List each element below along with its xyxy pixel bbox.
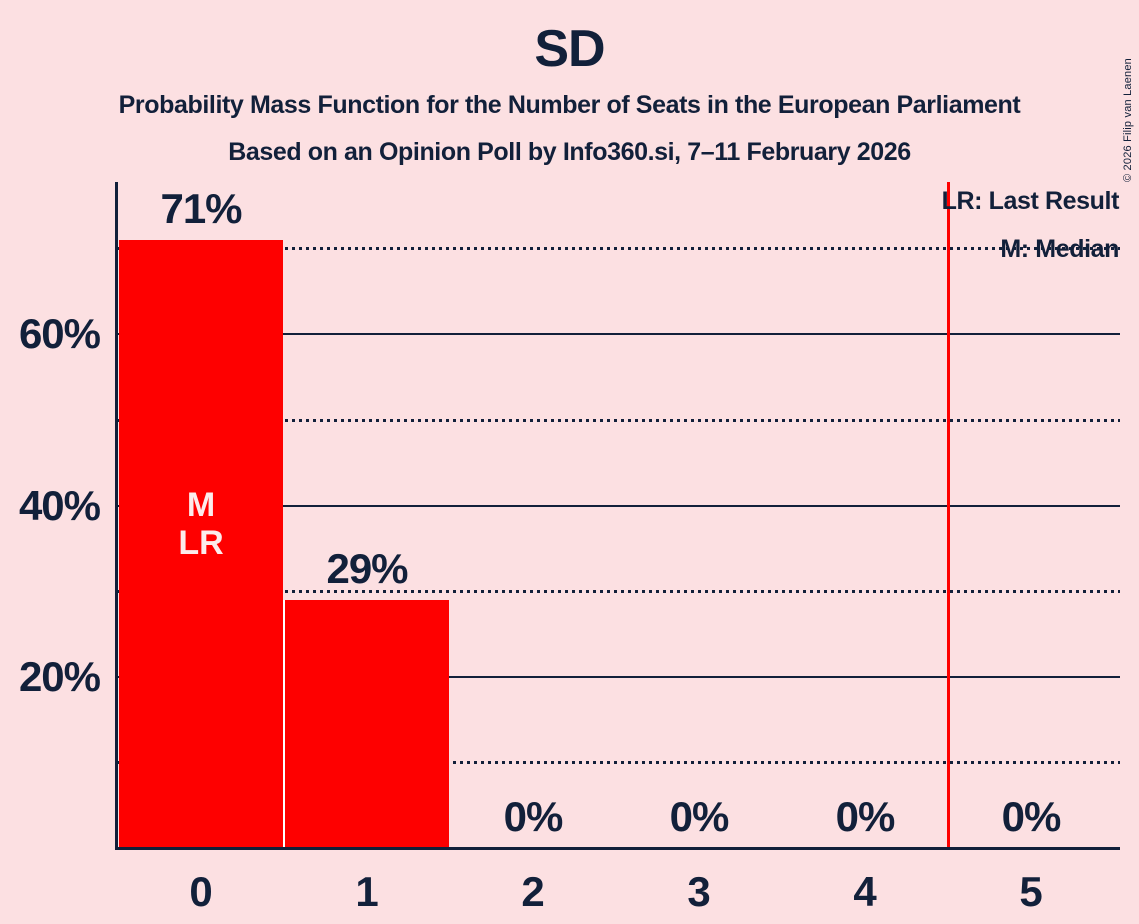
x-tick-label-5: 5	[1019, 868, 1043, 915]
gridline-dotted-70	[117, 247, 1120, 251]
bar-seats-0	[119, 240, 283, 848]
gridline-solid-60	[117, 333, 1120, 336]
bar-value-label-2: 0%	[503, 793, 564, 840]
chart-title: SD	[534, 20, 605, 78]
bar-annotation-m: M	[186, 486, 216, 525]
x-tick-label-0: 0	[189, 868, 213, 915]
y-axis-label-20: 20%	[18, 652, 101, 700]
last-result-marker-line	[946, 182, 950, 848]
y-axis-label-60: 60%	[18, 310, 101, 358]
bar-annotation-lr: LR	[178, 524, 224, 563]
gridline-dotted-10	[117, 760, 1120, 764]
gridline-dotted-30	[117, 589, 1120, 593]
x-tick-label-4: 4	[853, 868, 877, 915]
bar-value-label-1: 29%	[326, 544, 408, 592]
bar-value-label-5: 0%	[1001, 793, 1062, 840]
x-tick-label-3: 3	[687, 868, 711, 915]
bar-value-label-0: 71%	[160, 185, 242, 233]
legend-median: M: Median	[1000, 235, 1119, 263]
bar-seats-1	[285, 599, 449, 848]
legend-last-result: LR: Last Result	[941, 187, 1120, 215]
gridline-solid-20	[117, 675, 1120, 678]
y-axis	[115, 182, 118, 850]
y-axis-label-40: 40%	[18, 481, 101, 529]
bar-divider	[283, 599, 285, 848]
gridline-solid-40	[117, 504, 1120, 507]
bar-value-label-4: 0%	[835, 793, 896, 840]
chart-source-line: Based on an Opinion Poll by Info360.si, …	[228, 138, 911, 166]
chart-subtitle: Probability Mass Function for the Number…	[118, 91, 1021, 119]
bar-value-label-3: 0%	[669, 793, 730, 840]
x-tick-label-1: 1	[355, 868, 379, 915]
copyright-notice: © 2026 Filip van Laenen	[1122, 57, 1134, 183]
x-axis	[115, 846, 1120, 850]
gridline-dotted-50	[117, 418, 1120, 422]
x-tick-label-2: 2	[521, 868, 545, 915]
